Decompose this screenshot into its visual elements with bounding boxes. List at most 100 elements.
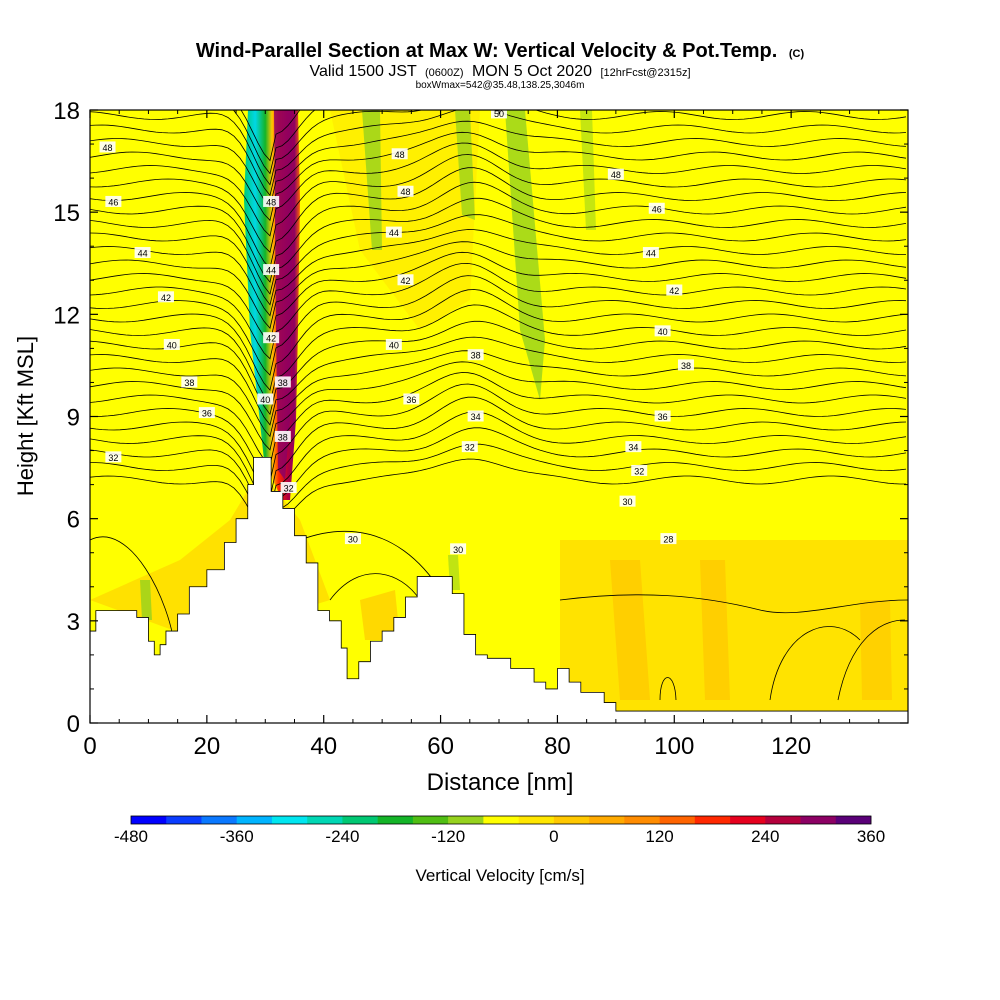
theta-contour bbox=[329, 573, 421, 601]
theta-contour bbox=[90, 120, 907, 208]
theta-contour bbox=[90, 289, 907, 391]
contour-label-text: 30 bbox=[348, 535, 358, 545]
colorbar-swatch bbox=[765, 816, 801, 824]
y-tick-label: 12 bbox=[53, 302, 80, 329]
contour-label: 40 bbox=[163, 338, 180, 350]
colorbar-tick-label: 240 bbox=[751, 827, 779, 846]
colorbar-swatch bbox=[166, 816, 202, 824]
contour-label: 48 bbox=[263, 195, 280, 207]
y-tick-label: 18 bbox=[53, 98, 80, 125]
contour-label-text: 40 bbox=[167, 340, 177, 350]
theta-contour bbox=[90, 251, 907, 344]
contour-label: 32 bbox=[631, 464, 648, 476]
svg-text:Wind-Parallel Section at Max W: Wind-Parallel Section at Max W: Vertical… bbox=[196, 40, 805, 62]
theta-contour bbox=[90, 214, 907, 306]
colorbar-swatch bbox=[659, 816, 696, 824]
colorbar-swatch bbox=[412, 816, 449, 824]
contour-label: 48 bbox=[99, 141, 116, 153]
colorbar-tick-label: -240 bbox=[325, 827, 359, 846]
contour-label-text: 44 bbox=[266, 266, 276, 276]
chart-title: Wind-Parallel Section at Max W: Vertical… bbox=[196, 40, 777, 62]
contour-label: 48 bbox=[397, 185, 414, 197]
contour-label-text: 38 bbox=[471, 351, 481, 361]
colorbar-tick-label: 360 bbox=[857, 827, 885, 846]
theta-contour bbox=[90, 262, 907, 360]
contour-label: 48 bbox=[391, 148, 408, 160]
contour-label-text: 34 bbox=[471, 412, 481, 422]
theta-contour bbox=[90, 350, 907, 438]
contour-label-text: 36 bbox=[202, 409, 212, 419]
theta-contour bbox=[90, 110, 907, 186]
contour-label: 40 bbox=[257, 393, 274, 405]
contour-label-text: 48 bbox=[395, 150, 405, 160]
velocity-patch bbox=[860, 600, 892, 700]
theta-contour bbox=[559, 594, 908, 614]
x-axis-label: Distance [nm] bbox=[427, 769, 574, 796]
contour-label: 42 bbox=[263, 332, 280, 344]
theta-contour bbox=[837, 619, 906, 701]
contour-label-text: 50 bbox=[494, 109, 504, 119]
contour-label-text: 38 bbox=[184, 378, 194, 388]
colorbar-swatch bbox=[342, 816, 378, 824]
contour-label: 50 bbox=[491, 109, 507, 119]
velocity-patch bbox=[455, 110, 475, 220]
contour-label: 44 bbox=[385, 226, 402, 238]
colorbar-tick-label: 0 bbox=[549, 827, 558, 846]
colorbar-swatch bbox=[201, 816, 238, 824]
subtitle-box-wmax: boxWmax=542@35.48,138.25,3046m bbox=[416, 80, 585, 91]
colorbar-swatch bbox=[448, 816, 484, 824]
contour-label-text: 38 bbox=[278, 378, 288, 388]
contour-label-text: 42 bbox=[401, 276, 411, 286]
x-tick-label: 20 bbox=[194, 733, 221, 760]
contour-label-text: 34 bbox=[628, 443, 638, 453]
colorbar-swatch bbox=[271, 816, 308, 824]
colorbar-tick-label: -480 bbox=[114, 827, 148, 846]
contour-label-text: 44 bbox=[138, 249, 148, 259]
theta-contour bbox=[90, 197, 907, 295]
contour-label-text: 40 bbox=[658, 327, 668, 337]
contour-label: 40 bbox=[654, 325, 671, 337]
contour-label-text: 46 bbox=[652, 204, 662, 214]
y-tick-label: 6 bbox=[67, 507, 80, 534]
terrain-mask bbox=[90, 456, 908, 723]
theta-contour bbox=[90, 372, 907, 467]
contour-label: 38 bbox=[181, 376, 198, 388]
contour-label: 38 bbox=[274, 430, 291, 442]
contour-label-text: 46 bbox=[108, 197, 118, 207]
contour-label: 44 bbox=[134, 247, 151, 259]
contour-label-text: 44 bbox=[389, 228, 399, 238]
x-tick-label: 0 bbox=[83, 733, 96, 760]
colorbar-swatch bbox=[131, 816, 167, 824]
colorbar-swatch bbox=[694, 816, 731, 824]
theta-contour bbox=[90, 181, 907, 283]
contour-label-text: 36 bbox=[406, 395, 416, 405]
theta-contour bbox=[90, 275, 907, 376]
contour-label: 44 bbox=[263, 264, 280, 276]
contour-label: 38 bbox=[677, 359, 694, 371]
y-tick-label: 0 bbox=[67, 711, 80, 738]
theta-contour bbox=[90, 154, 907, 253]
subtitle-forecast: [12hrFcst@2315z] bbox=[600, 67, 690, 79]
theta-contour bbox=[90, 443, 907, 536]
contour-label: 36 bbox=[654, 410, 671, 422]
contour-label-text: 32 bbox=[108, 453, 118, 463]
contour-label: 38 bbox=[274, 376, 291, 388]
contour-label-text: 30 bbox=[453, 545, 463, 555]
colorbar-swatch bbox=[800, 816, 837, 824]
contour-label-text: 38 bbox=[681, 361, 691, 371]
contour-label-text: 40 bbox=[389, 340, 399, 350]
colorbar-swatch bbox=[518, 816, 555, 824]
theta-contour bbox=[90, 411, 907, 513]
contour-label: 32 bbox=[280, 482, 297, 494]
x-tick-label: 60 bbox=[427, 733, 454, 760]
colorbar-swatch bbox=[377, 816, 414, 824]
theta-contour bbox=[90, 427, 907, 525]
contour-label: 30 bbox=[450, 543, 467, 555]
colorbar-tick-label: 120 bbox=[645, 827, 673, 846]
colorbar-frame bbox=[130, 815, 872, 825]
y-axis-label: Height [Kft MSL] bbox=[13, 336, 38, 496]
colorbar-label: Vertical Velocity [cm/s] bbox=[415, 866, 584, 885]
contour-label-text: 32 bbox=[284, 484, 294, 494]
x-tick-label: 120 bbox=[771, 733, 811, 760]
